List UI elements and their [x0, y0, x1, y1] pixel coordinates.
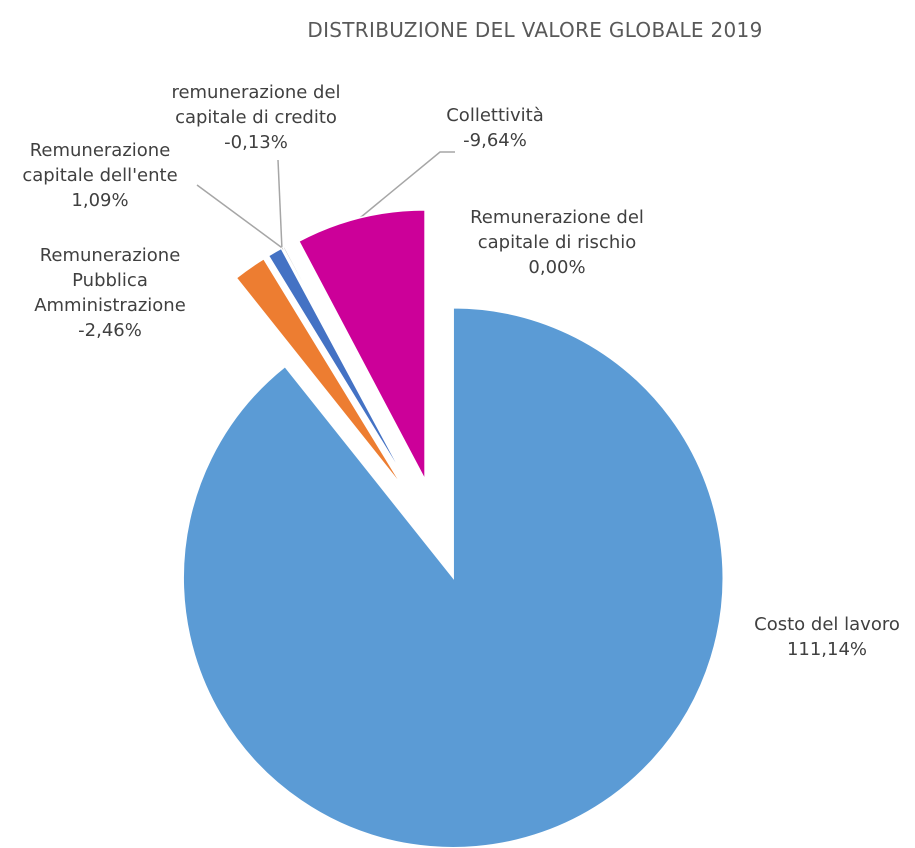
data-label: Remunerazione capitale dell'ente 1,09% [0, 138, 200, 213]
data-label: Costo del lavoro 111,14% [727, 612, 915, 662]
pie-slice [267, 247, 410, 487]
value-label: 1,09% [71, 190, 129, 211]
value-label: -0,13% [224, 132, 288, 153]
category-label: Collettività [446, 105, 544, 126]
data-label: Remunerazione del capitale di rischio 0,0… [442, 205, 672, 280]
category-label: Remunerazione del capitale di rischio [470, 207, 644, 253]
leader-line [277, 159, 283, 251]
value-label: 0,00% [528, 257, 586, 278]
category-label: Remunerazione Pubblica Amministrazione [34, 245, 186, 316]
category-label: Costo del lavoro [754, 614, 900, 635]
data-label: Remunerazione Pubblica Amministrazione -2… [15, 243, 205, 343]
pie-slice [182, 307, 724, 848]
leader-line [354, 151, 455, 223]
data-label: remunerazione del capitale di credito -0,… [146, 80, 366, 155]
value-label: -9,64% [463, 130, 527, 151]
pie-slice [281, 245, 412, 486]
value-label: -2,46% [78, 320, 142, 341]
value-label: 111,14% [786, 639, 868, 660]
category-label: Remunerazione capitale dell'ente [22, 140, 178, 186]
data-label: Collettività -9,64% [395, 103, 595, 153]
chart-title: DISTRIBUZIONE DEL VALORE GLOBALE 2019 [307, 18, 763, 42]
leader-line [196, 184, 286, 251]
category-label: remunerazione del capitale di credito [171, 82, 341, 128]
pie-slice [235, 257, 406, 490]
pie-slice [297, 209, 426, 481]
